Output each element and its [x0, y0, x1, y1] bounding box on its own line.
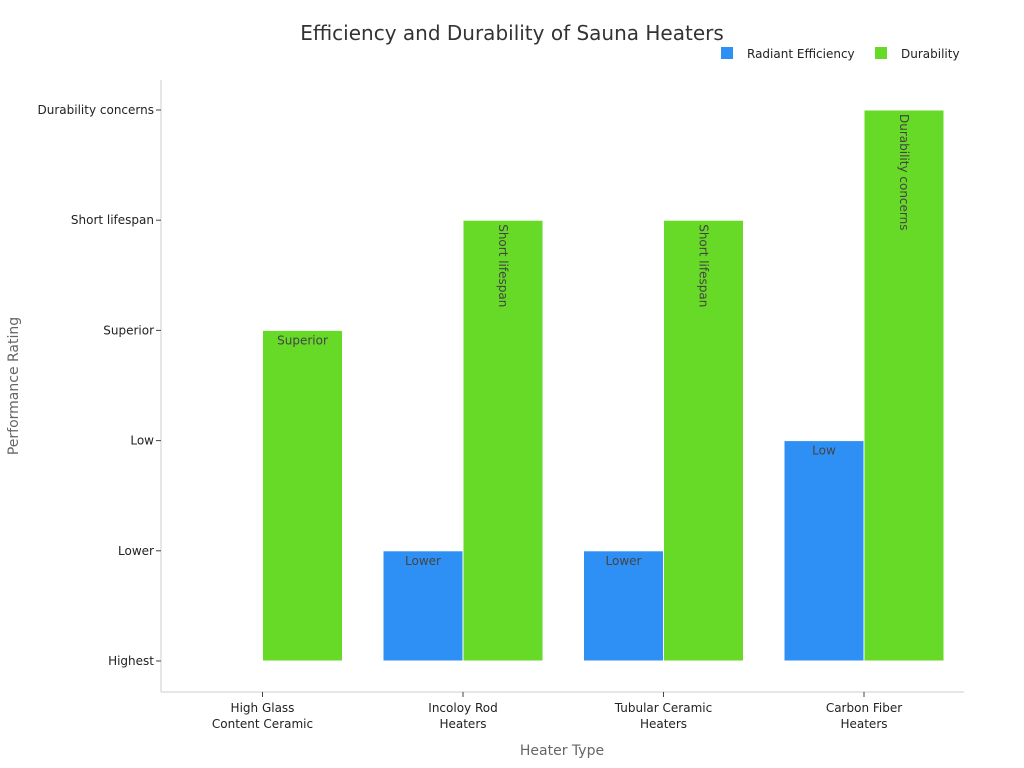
x-tick-label: Heaters [840, 717, 887, 731]
x-tick-label: Heaters [439, 717, 486, 731]
bar-radiant-efficiency-3 [783, 440, 865, 662]
bar-label: Durability concerns [897, 114, 911, 230]
bar-radiant-efficiency-2 [583, 550, 664, 662]
chart-title: Efficiency and Durability of Sauna Heate… [300, 21, 724, 45]
bar-durability-2 [663, 219, 744, 662]
x-tick-label: High Glass [231, 701, 295, 715]
bar-durability-1 [462, 219, 544, 662]
bar-label: Lower [405, 554, 441, 568]
x-tick-label: Content Ceramic [212, 717, 313, 731]
legend-label-radiant-efficiency: Radiant Efficiency [747, 47, 855, 61]
y-tick-label-short-lifespan: Short lifespan [71, 213, 154, 227]
legend: Radiant Efficiency Durability [721, 47, 960, 61]
x-tick-label: Carbon Fiber [826, 701, 902, 715]
legend-swatch-durability [875, 47, 887, 59]
x-tick-label: Tubular Ceramic [614, 701, 712, 715]
bar-radiant-efficiency-1 [382, 550, 464, 662]
x-axis-title: Heater Type [520, 743, 604, 759]
y-tick-label-highest: Highest [108, 654, 154, 668]
y-axis-ticks: Highest Lower Low Superior Short lifespan Dur… [38, 103, 161, 668]
bar-durability-3 [863, 109, 945, 662]
x-tick-label: Incoloy Rod [428, 701, 497, 715]
x-axis-ticks: High Glass Content Ceramic Incoloy Rod Heat… [212, 692, 902, 731]
y-axis-title: Performance Rating [6, 317, 22, 455]
bar-durability-0 [262, 329, 343, 662]
y-tick-label-low: Low [130, 434, 154, 448]
bar-label: Short lifespan [496, 224, 510, 307]
y-tick-label-lower: Lower [118, 544, 154, 558]
legend-swatch-radiant-efficiency [721, 47, 733, 59]
legend-label-durability: Durability [901, 47, 960, 61]
bar-label: Superior [277, 333, 328, 347]
bar-label: Short lifespan [696, 224, 710, 307]
bars: Lower Lower Low Superior Short lifespan Short… [262, 109, 945, 662]
y-tick-label-superior: Superior [103, 323, 154, 337]
bar-label: Lower [606, 554, 642, 568]
bar-label: Low [812, 444, 836, 458]
x-tick-label: Heaters [640, 717, 687, 731]
y-tick-label-durability-concerns: Durability concerns [38, 103, 154, 117]
